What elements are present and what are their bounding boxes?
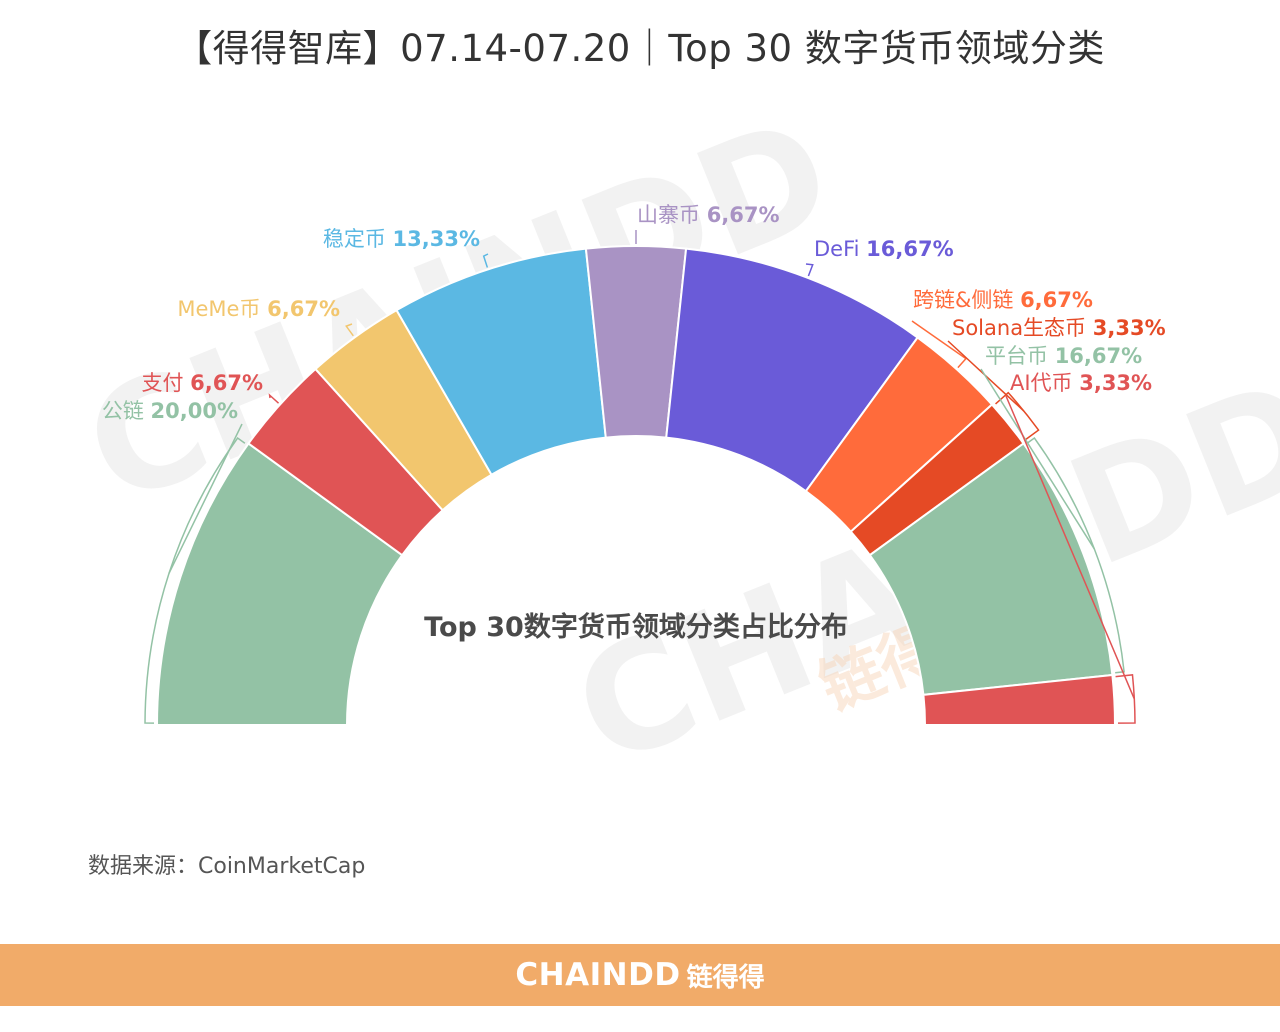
- chart-title: Top 30数字货币领域分类占比分布: [424, 611, 848, 643]
- slice-label-value: 6,67%: [1020, 288, 1093, 312]
- slice-label-value: 6,67%: [267, 297, 340, 321]
- slice-label-value: 6,67%: [190, 371, 263, 395]
- slice-label-name: 支付: [141, 371, 190, 395]
- leader-line: [980, 368, 1096, 550]
- slice-label-value: 20,00%: [151, 399, 238, 423]
- slice-label-value: 3,33%: [1079, 371, 1152, 395]
- slice-label: 公链 20,00%: [102, 399, 238, 423]
- slice-label: 支付 6,67%: [141, 371, 263, 395]
- page-title: 【得得智库】07.14-07.20｜Top 30 数字货币领域分类: [175, 27, 1105, 70]
- pie-slice: [922, 673, 1117, 726]
- leader-line: [268, 393, 280, 404]
- slice-label-name: DeFi: [814, 237, 866, 261]
- footer-logo: CHAINDD: [515, 957, 681, 993]
- leader-line: [1005, 395, 1136, 700]
- slice-label-name: 跨链&侧链: [913, 288, 1020, 312]
- leader-line: [911, 320, 968, 369]
- slice-label-value: 16,67%: [866, 237, 953, 261]
- slice-label: 平台币 16,67%: [985, 344, 1142, 368]
- slice-label-name: 公链: [102, 399, 151, 423]
- slice-label: Solana生态币 3,33%: [952, 316, 1166, 340]
- half-donut-chart: CHAINDD 链得得 CHAINDD 链得得 公链 20,00%支付 6,67…: [64, 85, 1280, 800]
- leader-lines-group: [168, 230, 1136, 700]
- slice-label-name: AI代币: [1010, 371, 1079, 395]
- slice-label-name: 平台币: [985, 344, 1055, 368]
- slice-label: 稳定币 13,33%: [323, 227, 480, 251]
- leader-line: [482, 253, 489, 268]
- leader-line: [345, 323, 354, 337]
- slice-label-name: Solana生态币: [952, 316, 1093, 340]
- slice-label: AI代币 3,33%: [1010, 371, 1152, 395]
- slice-label-name: MeMe币: [177, 297, 267, 321]
- slice-label-value: 6,67%: [707, 203, 780, 227]
- slice-label-value: 13,33%: [393, 227, 480, 251]
- footer-bar: CHAINDD 链得得: [0, 944, 1280, 1006]
- slice-label: 跨链&侧链 6,67%: [913, 288, 1093, 312]
- leader-line: [168, 423, 243, 574]
- slice-label-value: 16,67%: [1055, 344, 1142, 368]
- data-source: 数据来源：CoinMarketCap: [88, 854, 366, 879]
- slice-label-name: 山寨币: [637, 203, 707, 227]
- slice-label-name: 稳定币: [323, 227, 393, 251]
- slice-label-value: 3,33%: [1093, 316, 1166, 340]
- slice-bracket: [1115, 674, 1136, 724]
- labels-group: 公链 20,00%支付 6,67%MeMe币 6,67%稳定币 13,33%山寨…: [102, 203, 1166, 423]
- slices-group: [155, 245, 1117, 726]
- slice-label: MeMe币 6,67%: [177, 297, 340, 321]
- footer-logo-cn: 链得得: [686, 962, 765, 993]
- slice-bracket: [1026, 436, 1125, 674]
- slice-label: DeFi 16,67%: [814, 237, 954, 261]
- leader-line: [805, 263, 814, 277]
- slice-label: 山寨币 6,67%: [637, 203, 780, 227]
